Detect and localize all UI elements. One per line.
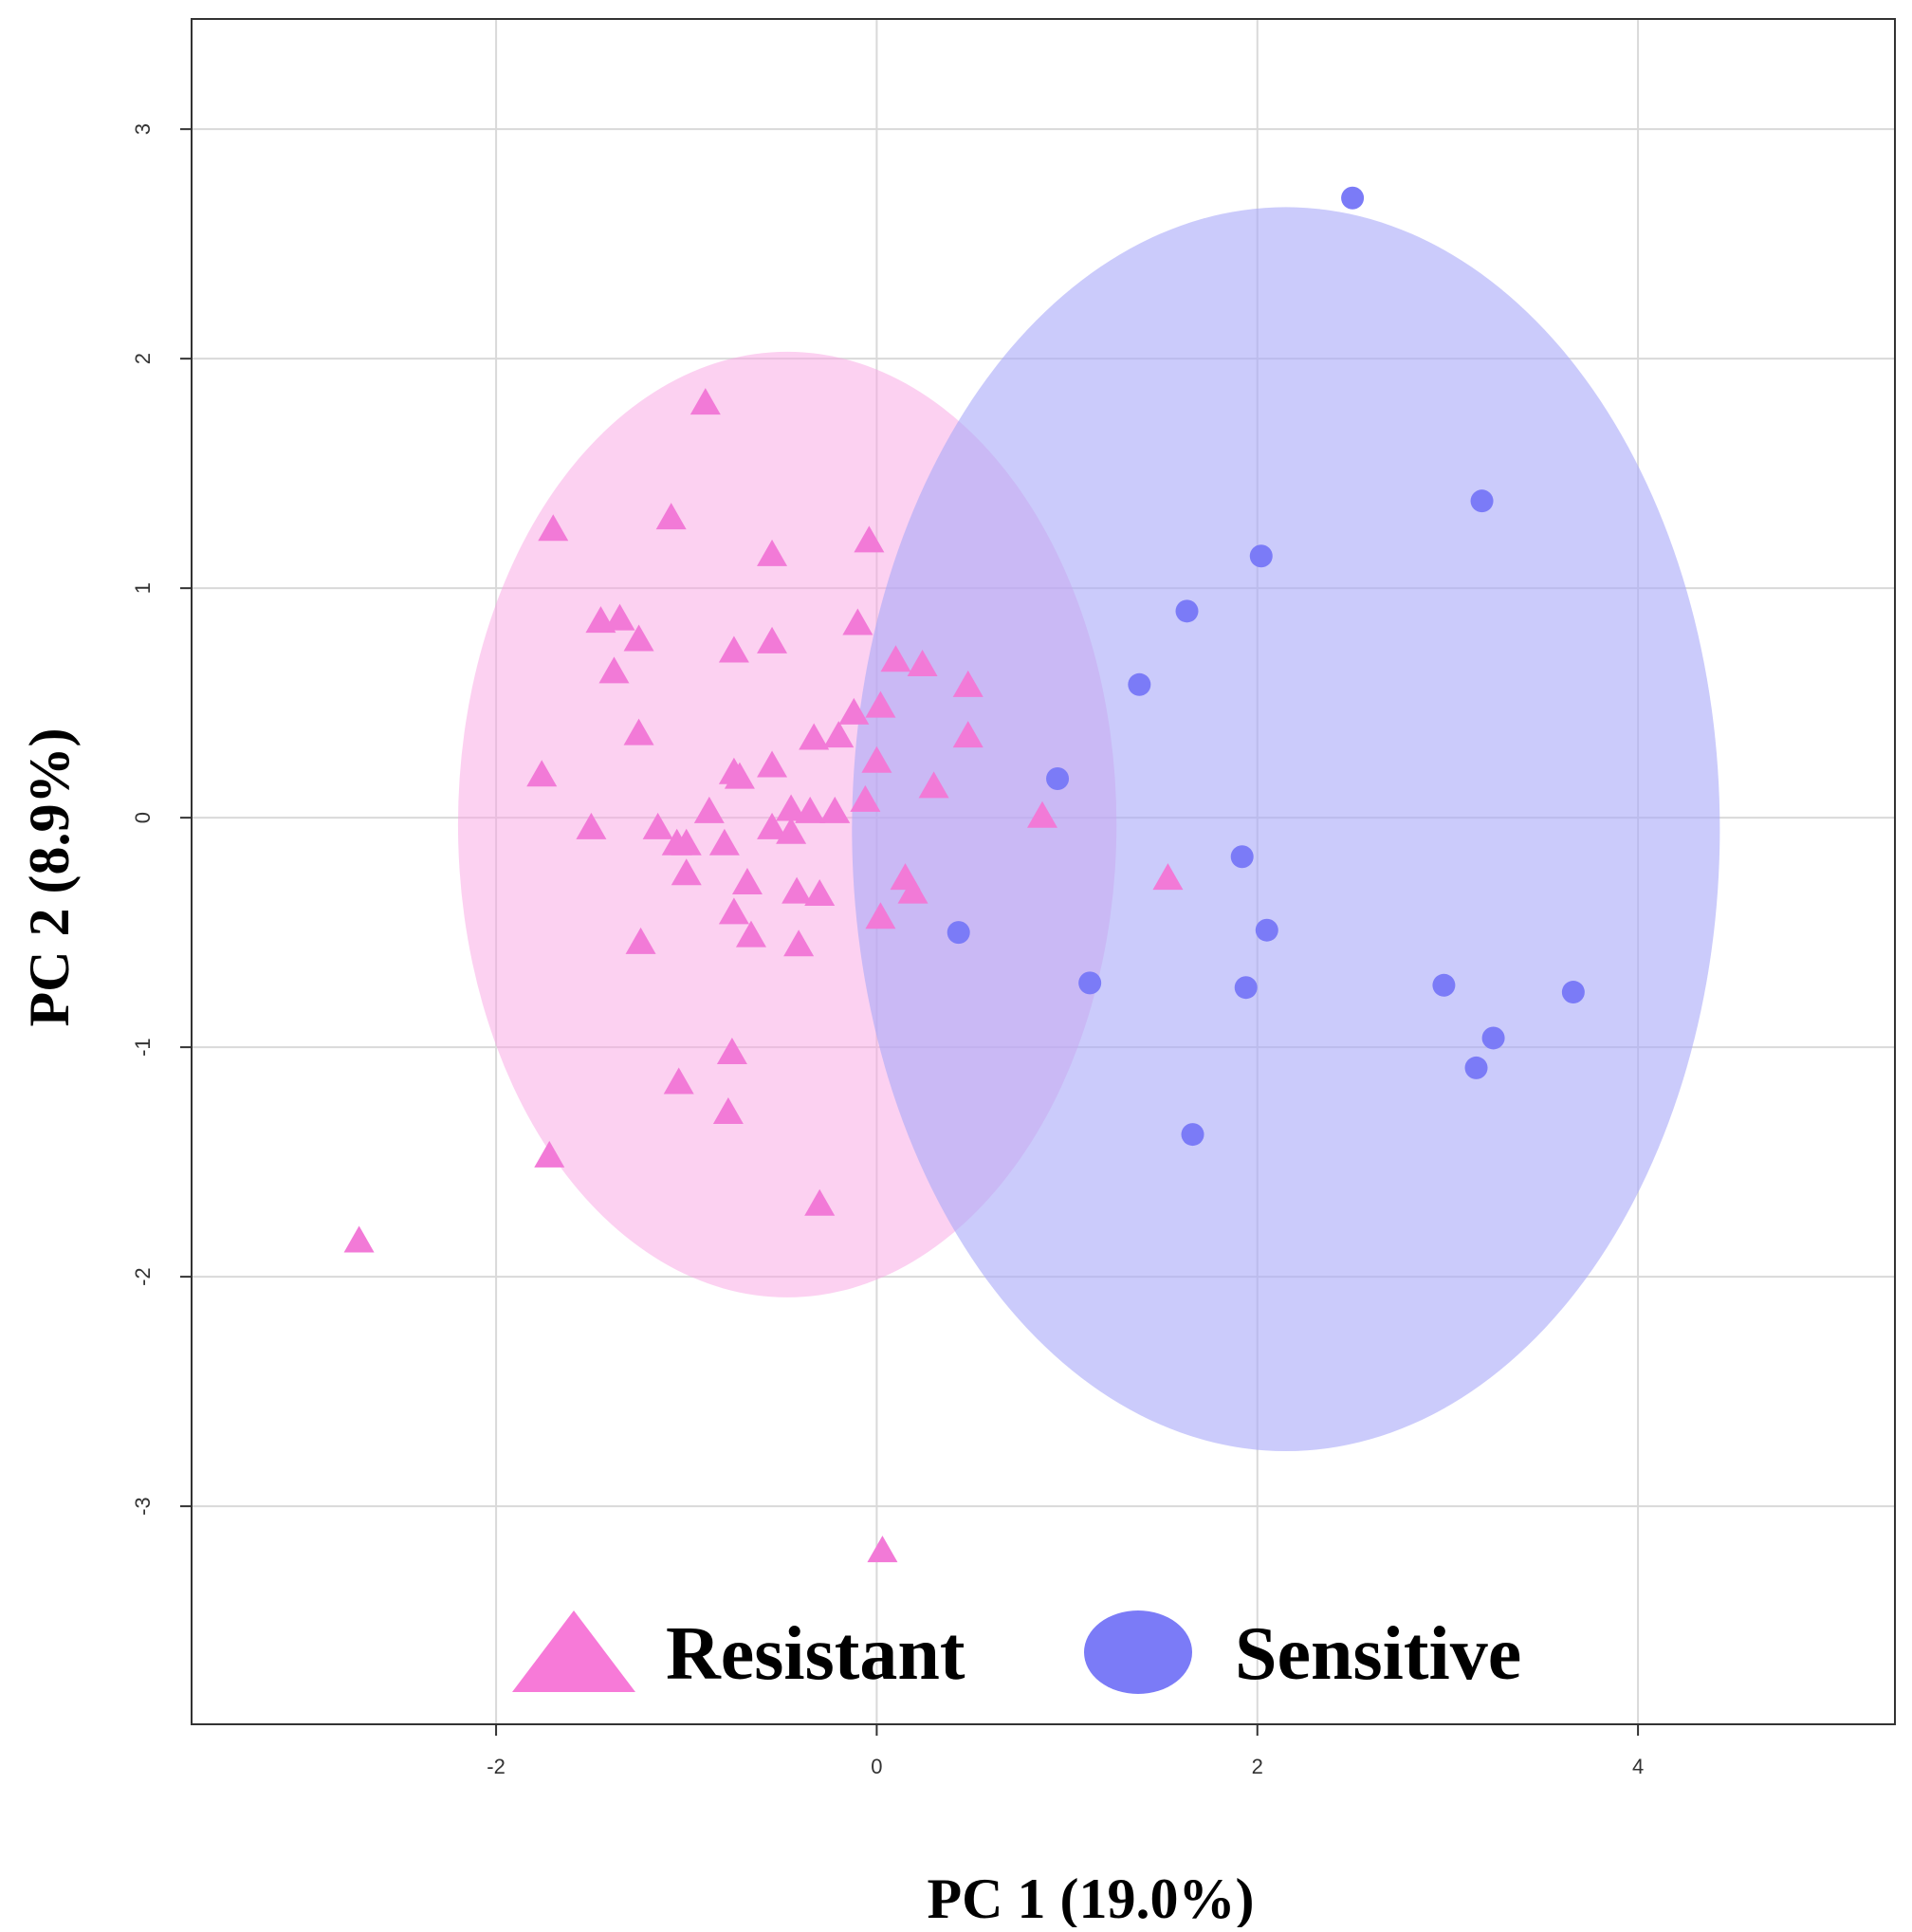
point-resistant xyxy=(850,784,881,812)
point-sensitive xyxy=(1481,1026,1505,1050)
point-resistant xyxy=(724,762,755,789)
point-resistant xyxy=(718,897,749,925)
point-resistant xyxy=(757,539,788,566)
point-resistant xyxy=(823,721,855,748)
point-sensitive xyxy=(947,921,970,945)
point-sensitive xyxy=(1230,845,1254,869)
point-resistant xyxy=(693,796,725,823)
point-resistant xyxy=(838,697,870,725)
x-tick-label: 0 xyxy=(871,1755,882,1778)
point-resistant xyxy=(534,1140,565,1168)
point-sensitive xyxy=(1078,971,1102,995)
point-resistant xyxy=(718,635,749,663)
y-tick-label: 1 xyxy=(131,582,155,594)
point-resistant xyxy=(865,690,896,718)
point-sensitive xyxy=(1470,489,1494,513)
point-resistant xyxy=(538,514,569,542)
point-resistant xyxy=(783,929,815,957)
point-resistant xyxy=(907,650,938,677)
legend-label-sensitive: Sensitive xyxy=(1235,1612,1521,1696)
point-resistant xyxy=(731,867,763,894)
point-resistant xyxy=(1152,863,1184,891)
point-sensitive xyxy=(1341,186,1365,210)
point-resistant xyxy=(842,608,873,635)
point-resistant xyxy=(671,828,702,856)
point-resistant xyxy=(642,812,673,839)
point-resistant xyxy=(735,920,766,948)
point-resistant xyxy=(799,723,830,750)
point-resistant xyxy=(867,1536,898,1563)
plot-frame xyxy=(191,18,1896,1725)
point-resistant xyxy=(795,796,826,823)
point-sensitive xyxy=(1432,973,1456,997)
point-resistant xyxy=(663,1067,694,1095)
y-tick-label: -2 xyxy=(131,1267,155,1286)
point-resistant xyxy=(757,750,788,778)
point-sensitive xyxy=(1234,976,1258,1000)
point-resistant xyxy=(598,656,630,684)
y-tick-label: 0 xyxy=(131,812,155,823)
point-resistant xyxy=(671,858,702,886)
point-resistant xyxy=(952,721,984,748)
point-resistant xyxy=(712,1096,744,1124)
point-resistant xyxy=(343,1225,375,1253)
y-tick-label: 2 xyxy=(131,353,155,364)
point-resistant xyxy=(708,828,740,856)
point-resistant xyxy=(526,760,558,787)
point-resistant xyxy=(604,603,635,631)
point-resistant xyxy=(776,794,807,821)
point-resistant xyxy=(1026,800,1057,828)
point-sensitive xyxy=(1181,1123,1204,1147)
point-resistant xyxy=(918,771,949,799)
axis-ticks: -2 0 2 4 -3 -2 -1 0 1 2 3 xyxy=(131,123,1644,1778)
ellipse-sensitive xyxy=(852,207,1720,1452)
point-resistant xyxy=(757,626,788,653)
point-resistant xyxy=(655,503,687,530)
y-tick-label: -3 xyxy=(131,1497,155,1516)
x-tick-label: 4 xyxy=(1632,1755,1644,1778)
confidence-ellipses xyxy=(457,207,1720,1452)
x-tick-label: -2 xyxy=(487,1755,506,1778)
point-resistant xyxy=(865,902,896,929)
point-resistant xyxy=(757,812,788,839)
x-tick-label: 2 xyxy=(1252,1755,1263,1778)
legend-circle-icon xyxy=(1084,1610,1192,1694)
point-resistant xyxy=(804,879,836,907)
y-axis-title: PC 2 (8.9%) xyxy=(18,728,81,1027)
point-sensitive xyxy=(1175,599,1199,623)
legend: Resistant Sensitive xyxy=(512,1610,1521,1696)
point-resistant xyxy=(897,876,928,904)
y-tick-label: -1 xyxy=(131,1038,155,1057)
point-resistant xyxy=(689,388,721,415)
point-resistant xyxy=(716,1038,747,1065)
point-sensitive xyxy=(1464,1056,1488,1079)
point-resistant xyxy=(861,745,892,773)
point-sensitive xyxy=(1561,981,1585,1004)
point-resistant xyxy=(952,670,984,697)
point-resistant xyxy=(781,876,813,904)
point-resistant xyxy=(854,525,885,553)
point-resistant xyxy=(804,1188,836,1216)
legend-label-resistant: Resistant xyxy=(666,1612,965,1696)
point-resistant xyxy=(880,645,911,672)
point-resistant xyxy=(623,624,654,652)
y-tick-label: 3 xyxy=(131,123,155,135)
point-resistant xyxy=(623,718,654,745)
point-resistant xyxy=(776,817,807,844)
point-sensitive xyxy=(1255,918,1278,942)
point-resistant xyxy=(625,927,656,954)
point-resistant xyxy=(819,796,851,823)
point-sensitive xyxy=(1249,544,1273,568)
x-axis-title: PC 1 (19.0%) xyxy=(928,1868,1255,1927)
legend-triangle-icon xyxy=(512,1610,635,1692)
data-points xyxy=(343,186,1585,1563)
point-sensitive xyxy=(1046,766,1070,790)
point-sensitive xyxy=(1128,672,1151,696)
point-resistant xyxy=(576,812,607,839)
